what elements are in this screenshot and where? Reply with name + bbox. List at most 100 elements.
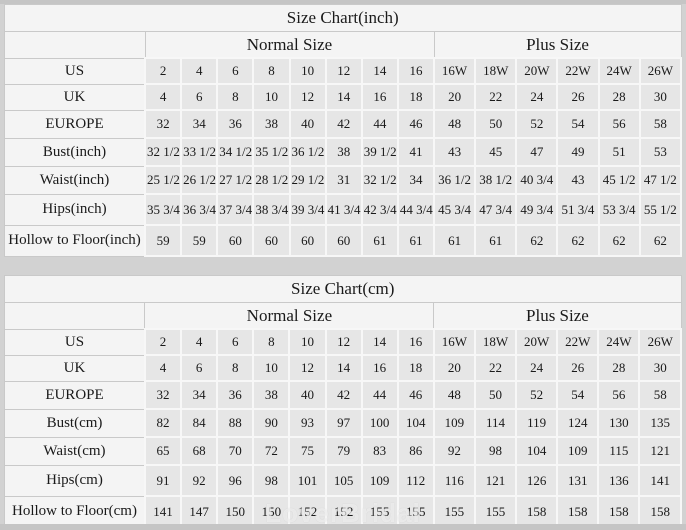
- size-cell: 53 3/4: [597, 193, 641, 226]
- size-cell: 49: [556, 137, 600, 167]
- size-cell: 62: [515, 224, 559, 257]
- size-cell: 28: [597, 354, 641, 382]
- size-cell: 2: [143, 57, 183, 85]
- size-cell: 56: [597, 109, 641, 139]
- size-cell: 36 3/4: [180, 193, 219, 226]
- size-cell: 42: [324, 109, 363, 139]
- size-cell: 55 1/2: [638, 193, 683, 226]
- size-cell: 10: [252, 83, 291, 111]
- size-cell: 6: [216, 57, 255, 85]
- size-cell: 12: [288, 354, 327, 382]
- row-label: Hips(cm): [3, 464, 146, 497]
- size-cell: 50: [473, 380, 518, 410]
- size-cell: 158: [556, 495, 600, 528]
- size-cell: 58: [638, 109, 683, 139]
- table-row: Waist(inch) 25 1/2 26 1/2 27 1/2 28 1/2 29 1/…: [4, 165, 683, 195]
- size-cell: 82: [143, 408, 183, 438]
- size-cell: 52: [515, 380, 559, 410]
- size-cell: 16: [360, 83, 399, 111]
- size-cell: 54: [556, 109, 600, 139]
- size-cell: 60: [252, 224, 291, 257]
- table-row: Hollow to Floor(cm) 141 147 150 150 152 152 155…: [3, 495, 682, 528]
- size-cell: 16: [396, 328, 435, 356]
- size-cell: 158: [515, 495, 559, 528]
- size-cell: 150: [216, 495, 255, 528]
- size-cell: 79: [324, 436, 363, 466]
- size-cell: 51 3/4: [556, 193, 600, 226]
- size-cell: 60: [288, 224, 327, 257]
- row-label: Hollow to Floor(inch): [4, 224, 146, 257]
- row-label: US: [4, 57, 146, 85]
- size-cell: 32: [143, 109, 183, 139]
- size-cell: 38: [252, 109, 291, 139]
- table-body: US 2 4 6 8 10 12 14 16 16W 18W 20W 22W 24W 26W UK 4 6 8 10 1…: [3, 328, 682, 528]
- size-cell: 46: [396, 109, 436, 139]
- size-cell: 84: [180, 408, 219, 438]
- size-cell: 48: [432, 380, 476, 410]
- size-cell: 49 3/4: [515, 193, 559, 226]
- normal-size-header: Normal Size: [144, 302, 435, 330]
- table-row: UK 4 6 8 10 12 14 16 18 20 22 24 26 28 30: [3, 354, 682, 382]
- size-cell: 56: [597, 380, 641, 410]
- size-cell: 86: [396, 436, 435, 466]
- size-cell: 83: [360, 436, 399, 466]
- row-label: Waist(inch): [4, 165, 146, 195]
- size-cell: 20: [432, 83, 477, 111]
- row-label: Bust(cm): [3, 408, 146, 438]
- size-cell: 141: [638, 464, 682, 497]
- size-cell: 16W: [432, 328, 476, 356]
- size-cell: 26: [556, 354, 600, 382]
- size-cell: 141: [143, 495, 183, 528]
- row-label: US: [3, 328, 146, 356]
- size-cell: 53: [638, 137, 683, 167]
- row-label: UK: [3, 354, 146, 382]
- size-cell: 88: [216, 408, 255, 438]
- size-cell: 96: [216, 464, 255, 497]
- size-cell: 92: [180, 464, 219, 497]
- size-cell: 24W: [597, 328, 641, 356]
- bottom-edge-strip: [0, 524, 686, 530]
- size-cell: 35 1/2: [252, 137, 291, 167]
- size-cell: 26W: [638, 57, 683, 85]
- size-cell: 22W: [556, 328, 600, 356]
- size-cell: 136: [597, 464, 641, 497]
- size-cell: 59: [143, 224, 183, 257]
- size-cell: 20W: [515, 57, 559, 85]
- size-cell: 34: [396, 165, 436, 195]
- size-cell: 152: [288, 495, 327, 528]
- size-cell: 12: [288, 83, 327, 111]
- size-cell: 4: [180, 328, 219, 356]
- size-cell: 16: [360, 354, 399, 382]
- size-cell: 24: [515, 83, 559, 111]
- size-cell: 41: [396, 137, 436, 167]
- size-cell: 22W: [556, 57, 600, 85]
- size-cell: 32: [143, 380, 183, 410]
- size-cell: 116: [432, 464, 476, 497]
- table-row: Hips(cm) 91 92 96 98 101 105 109 112 116 121 126 131…: [3, 464, 682, 497]
- table-title: Size Chart(inch): [4, 4, 682, 32]
- charts-container: Size Chart(inch) Normal Size Plus Size U…: [0, 4, 686, 528]
- size-cell: 12: [324, 57, 363, 85]
- size-cell: 114: [473, 408, 518, 438]
- size-cell: 44: [360, 380, 399, 410]
- size-cell: 158: [597, 495, 641, 528]
- size-cell: 41 3/4: [324, 193, 363, 226]
- size-cell: 28 1/2: [252, 165, 291, 195]
- size-cell: 90: [252, 408, 291, 438]
- size-cell: 72: [252, 436, 291, 466]
- size-cell: 20: [432, 354, 476, 382]
- size-cell: 18: [396, 354, 435, 382]
- size-cell: 112: [396, 464, 435, 497]
- size-cell: 48: [432, 109, 477, 139]
- size-cell: 42: [324, 380, 363, 410]
- size-cell: 155: [396, 495, 435, 528]
- size-cell: 150: [252, 495, 291, 528]
- size-cell: 8: [252, 57, 291, 85]
- size-cell: 43: [432, 137, 477, 167]
- table-title-row: Size Chart(cm): [4, 275, 682, 303]
- plus-size-header: Plus Size: [433, 31, 682, 59]
- size-cell: 32 1/2: [143, 137, 183, 167]
- size-cell: 12: [324, 328, 363, 356]
- size-cell: 38: [324, 137, 363, 167]
- size-cell: 39 3/4: [288, 193, 327, 226]
